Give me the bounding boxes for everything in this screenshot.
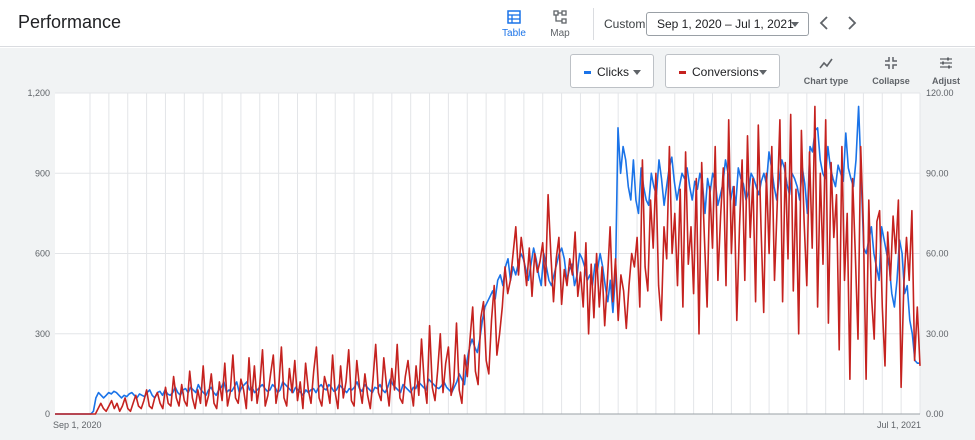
collapse-icon	[885, 57, 897, 69]
header-divider	[593, 8, 594, 40]
collapse-label: Collapse	[872, 76, 910, 86]
collapse-button[interactable]: Collapse	[866, 56, 916, 88]
x-axis-start-label: Sep 1, 2020	[53, 420, 102, 430]
page-title: Performance	[18, 12, 122, 32]
adjust-label: Adjust	[932, 76, 960, 86]
date-range-select[interactable]: Sep 1, 2020 – Jul 1, 2021	[646, 12, 809, 36]
left-axis-tick-label: 900	[35, 168, 50, 178]
chart-type-button[interactable]: Chart type	[800, 56, 852, 88]
chevron-right-icon[interactable]	[844, 14, 860, 32]
left-axis-tick-label: 300	[35, 329, 50, 339]
right-axis-tick-label: 90.00	[926, 168, 949, 178]
right-axis-tick-label: 120.00	[926, 88, 954, 98]
dropdown-arrow-icon	[633, 70, 641, 75]
tune-icon	[940, 57, 952, 69]
left-axis-tick-label: 0	[45, 409, 50, 419]
conversions-metric-select[interactable]: Conversions	[665, 54, 780, 88]
conversions-color-swatch	[679, 71, 686, 74]
clicks-series-line	[55, 105, 920, 415]
header-bar: Performance Table Map Custom Sep 1, 2020…	[0, 0, 975, 47]
left-axis-tick-label: 600	[35, 249, 50, 259]
performance-chart: 0 300 600 900 1,200 0.00 30.00 60.00 90.00 120.00…	[27, 88, 954, 430]
chart-type-label: Chart type	[803, 76, 849, 86]
map-view-button[interactable]: Map	[540, 8, 580, 42]
clicks-color-swatch	[584, 71, 591, 74]
adjust-button[interactable]: Adjust	[927, 56, 965, 88]
table-icon	[507, 10, 521, 24]
x-axis-end-label: Jul 1, 2021	[877, 420, 921, 430]
conversions-series-line	[55, 105, 921, 415]
right-axis-tick-label: 30.00	[926, 329, 949, 339]
table-view-label: Table	[502, 28, 526, 39]
chevron-left-icon[interactable]	[816, 14, 832, 32]
dropdown-arrow-icon	[791, 22, 799, 27]
date-range-value: Sep 1, 2020 – Jul 1, 2021	[657, 17, 794, 31]
date-range-label: Custom	[604, 17, 646, 31]
conversions-metric-label: Conversions	[692, 65, 759, 79]
map-icon	[553, 10, 567, 24]
right-axis-tick-label: 60.00	[926, 249, 949, 259]
table-view-button[interactable]: Table	[494, 8, 534, 42]
map-view-label: Map	[550, 28, 570, 39]
clicks-metric-select[interactable]: Clicks	[570, 54, 654, 88]
line-chart-icon	[819, 58, 833, 69]
dropdown-arrow-icon	[759, 70, 767, 75]
right-axis-tick-label: 0.00	[926, 409, 944, 419]
clicks-metric-label: Clicks	[597, 65, 629, 79]
chart-panel: 0 300 600 900 1,200 0.00 30.00 60.00 90.00 120.00…	[0, 48, 975, 440]
left-axis-tick-label: 1,200	[27, 88, 50, 98]
